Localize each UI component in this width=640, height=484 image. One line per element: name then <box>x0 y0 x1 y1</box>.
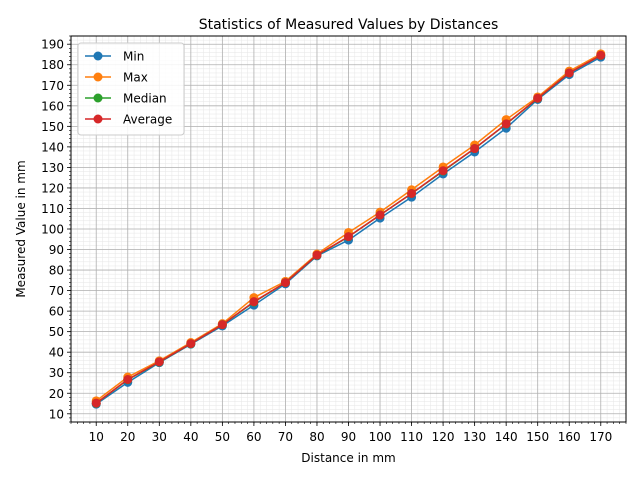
y-tick-label: 30 <box>49 366 64 380</box>
data-point-average <box>501 119 511 129</box>
data-point-average <box>217 320 227 330</box>
x-tick-label: 40 <box>183 430 198 444</box>
x-axis-label: Distance in mm <box>301 451 395 465</box>
legend-label: Average <box>123 113 172 127</box>
legend-marker <box>93 114 103 124</box>
y-tick-label: 180 <box>41 58 64 72</box>
y-tick-label: 20 <box>49 387 64 401</box>
x-tick-label: 130 <box>463 430 486 444</box>
x-tick-label: 140 <box>495 430 518 444</box>
x-tick-label: 150 <box>526 430 549 444</box>
x-tick-label: 30 <box>152 430 167 444</box>
legend-label: Max <box>123 71 148 85</box>
legend-item: Min <box>85 50 144 64</box>
data-point-average <box>533 93 543 103</box>
legend-item: Max <box>85 71 148 85</box>
x-tick-label: 100 <box>369 430 392 444</box>
y-tick-label: 130 <box>41 161 64 175</box>
data-point-average <box>91 398 101 408</box>
y-tick-label: 140 <box>41 140 64 154</box>
y-axis-label: Measured Value in mm <box>14 160 28 297</box>
x-tick-label: 70 <box>278 430 293 444</box>
legend-item: Median <box>85 92 167 106</box>
legend-marker <box>93 51 103 61</box>
x-tick-label: 60 <box>246 430 261 444</box>
y-tick-label: 80 <box>49 264 64 278</box>
x-tick-label: 90 <box>341 430 356 444</box>
y-axis: 10 20 30 40 50 60 70 80 90 100 110 120 130 140 150 160 1… <box>41 35 71 423</box>
x-tick-label: 110 <box>400 430 423 444</box>
data-point-average <box>344 232 353 242</box>
legend-item: Average <box>85 113 172 127</box>
data-point-average <box>596 50 606 60</box>
data-point-average <box>186 339 196 349</box>
x-tick-label: 120 <box>432 430 455 444</box>
x-tick-label: 10 <box>89 430 104 444</box>
y-tick-label: 150 <box>41 120 64 134</box>
data-point-average <box>249 297 259 307</box>
y-tick-label: 190 <box>41 38 64 52</box>
data-point-average <box>375 210 385 220</box>
series-average <box>91 50 606 408</box>
legend-label: Min <box>123 50 144 64</box>
y-tick-label: 170 <box>41 79 64 93</box>
y-tick-label: 70 <box>49 284 64 298</box>
x-tick-label: 20 <box>120 430 135 444</box>
chart-title: Statistics of Measured Values by Distanc… <box>199 17 499 33</box>
data-point-average <box>564 68 574 78</box>
y-tick-label: 60 <box>49 305 64 319</box>
legend-marker <box>93 93 103 103</box>
data-point-average <box>438 166 448 176</box>
x-tick-label: 160 <box>558 430 581 444</box>
y-tick-label: 10 <box>49 407 64 421</box>
data-point-average <box>123 374 133 384</box>
data-point-average <box>154 357 164 367</box>
data-point-average <box>280 278 290 288</box>
y-tick-label: 40 <box>49 346 64 360</box>
y-tick-label: 110 <box>41 202 64 216</box>
legend-box <box>77 42 185 136</box>
data-point-average <box>407 188 417 198</box>
x-tick-label: 80 <box>309 430 324 444</box>
y-tick-label: 160 <box>41 99 64 113</box>
legend-marker <box>93 72 103 82</box>
y-tick-label: 100 <box>41 223 64 237</box>
legend: Min Max Median Average <box>77 42 185 136</box>
y-tick-label: 120 <box>41 181 64 195</box>
x-tick-label: 170 <box>589 430 612 444</box>
series-layer <box>91 49 606 409</box>
y-tick-label: 50 <box>49 325 64 339</box>
y-tick-label: 90 <box>49 243 64 257</box>
data-point-average <box>312 250 322 260</box>
data-point-average <box>470 144 480 154</box>
x-axis: 10 20 30 40 50 60 70 80 90 100 110 120 130 140 150 160 1… <box>70 422 627 444</box>
legend-label: Median <box>123 92 167 106</box>
x-tick-label: 50 <box>215 430 230 444</box>
